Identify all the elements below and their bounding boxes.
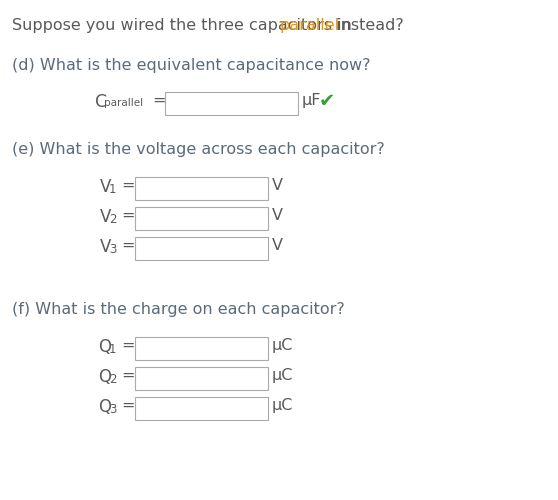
Text: (f) What is the charge on each capacitor?: (f) What is the charge on each capacitor…: [12, 302, 345, 317]
Text: V: V: [100, 178, 112, 196]
Text: μC: μC: [272, 368, 294, 383]
Text: V: V: [272, 238, 283, 253]
Text: C: C: [95, 93, 107, 111]
Text: 1: 1: [109, 183, 117, 196]
Text: =: =: [121, 368, 134, 383]
Text: =: =: [121, 208, 134, 223]
Text: V: V: [272, 178, 283, 193]
FancyBboxPatch shape: [135, 177, 268, 200]
Text: instead?: instead?: [331, 18, 404, 33]
Text: V: V: [100, 238, 112, 256]
Text: Q: Q: [98, 398, 111, 416]
Text: 3: 3: [109, 403, 117, 416]
Text: =: =: [121, 178, 134, 193]
Text: ✔: ✔: [319, 92, 335, 111]
Text: μF: μF: [302, 93, 321, 108]
Text: 1: 1: [109, 343, 117, 356]
FancyBboxPatch shape: [135, 337, 268, 360]
Text: Q: Q: [98, 368, 111, 386]
Text: Q: Q: [98, 338, 111, 356]
Text: parallel: parallel: [104, 98, 143, 108]
FancyBboxPatch shape: [165, 92, 298, 115]
FancyBboxPatch shape: [135, 397, 268, 420]
Text: Suppose you wired the three capacitors in: Suppose you wired the three capacitors i…: [12, 18, 357, 33]
Text: 2: 2: [109, 373, 117, 386]
Text: (d) What is the equivalent capacitance now?: (d) What is the equivalent capacitance n…: [12, 58, 371, 73]
Text: μC: μC: [272, 338, 294, 353]
Text: 3: 3: [109, 243, 117, 256]
Text: V: V: [100, 208, 112, 226]
Text: =: =: [121, 398, 134, 413]
Text: 2: 2: [109, 213, 117, 226]
FancyBboxPatch shape: [135, 207, 268, 230]
Text: μC: μC: [272, 398, 294, 413]
Text: V: V: [272, 208, 283, 223]
Text: parallel: parallel: [280, 18, 340, 33]
FancyBboxPatch shape: [135, 237, 268, 260]
Text: =: =: [121, 338, 134, 353]
FancyBboxPatch shape: [135, 367, 268, 390]
Text: =: =: [121, 238, 134, 253]
Text: =: =: [152, 93, 166, 108]
Text: (e) What is the voltage across each capacitor?: (e) What is the voltage across each capa…: [12, 142, 385, 157]
